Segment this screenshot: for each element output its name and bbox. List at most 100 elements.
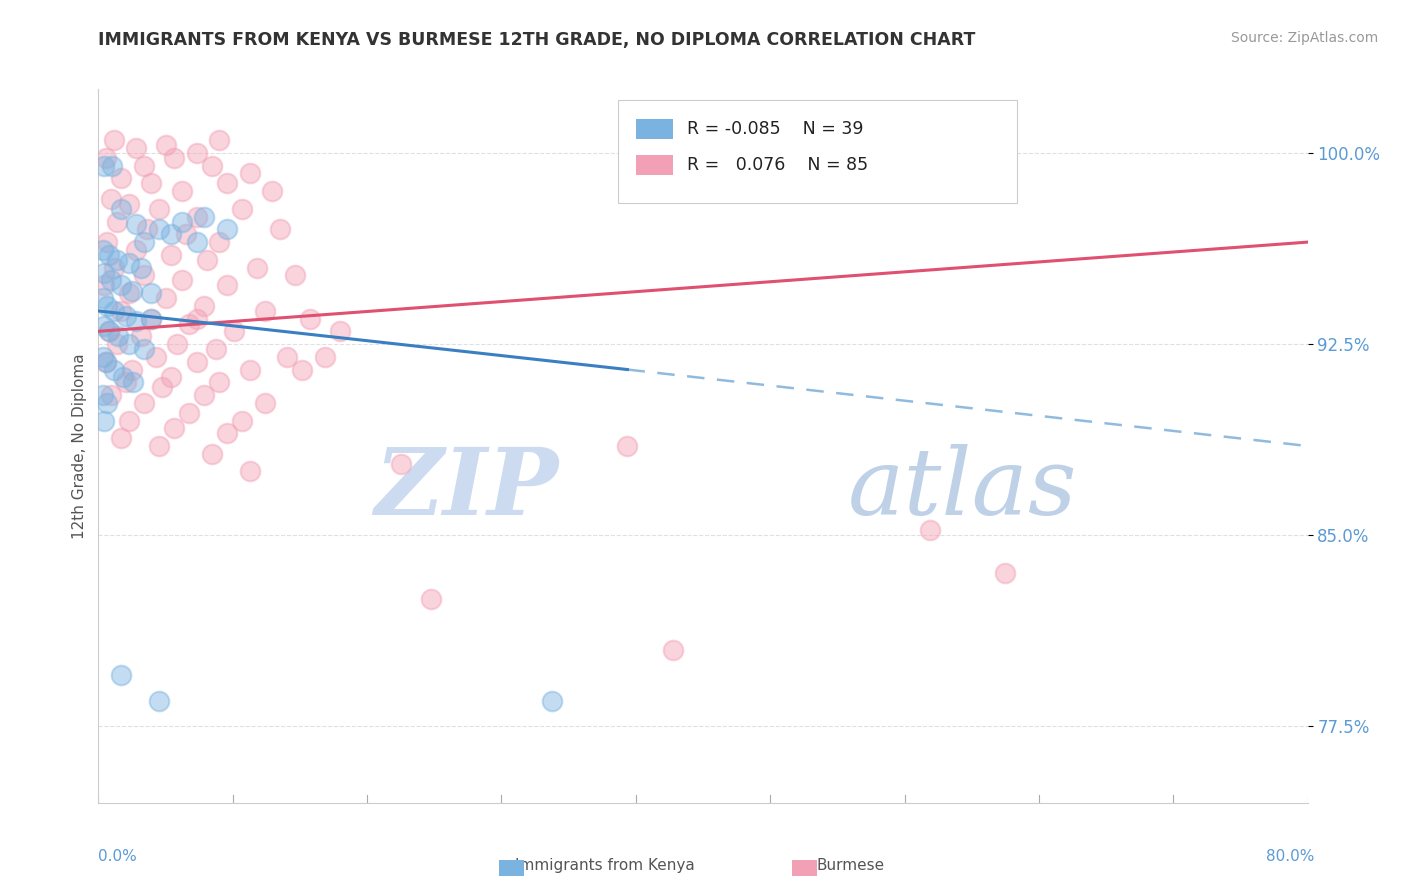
FancyBboxPatch shape [637, 120, 672, 139]
Point [166, 337, 188, 351]
Point [208, 376, 231, 390]
Text: IMMIGRANTS FROM KENYA VS BURMESE 12TH GRADE, NO DIPLOMA CORRELATION CHART: IMMIGRANTS FROM KENYA VS BURMESE 12TH GR… [98, 31, 976, 49]
Point [284, 268, 307, 283]
Point [100, 273, 122, 287]
Point [239, 166, 262, 180]
Point [420, 591, 443, 606]
Point [994, 566, 1017, 581]
Point [100, 192, 122, 206]
Point [155, 291, 177, 305]
Point [93, 413, 115, 427]
Point [118, 286, 141, 301]
Point [276, 350, 298, 364]
FancyBboxPatch shape [619, 100, 1018, 203]
Point [122, 376, 145, 390]
Point [231, 413, 253, 427]
Y-axis label: 12th Grade, No Diploma: 12th Grade, No Diploma [72, 353, 87, 539]
Point [125, 141, 148, 155]
Point [129, 329, 152, 343]
Point [98, 324, 121, 338]
Point [93, 266, 115, 280]
Point [118, 413, 141, 427]
Point [141, 311, 163, 326]
Point [110, 278, 132, 293]
Point [91, 291, 114, 305]
Point [91, 388, 114, 402]
Point [114, 309, 136, 323]
Point [148, 202, 170, 216]
Point [94, 355, 117, 369]
Text: 80.0%: 80.0% [1267, 849, 1315, 863]
Point [163, 421, 186, 435]
Text: Immigrants from Kenya: Immigrants from Kenya [515, 858, 695, 872]
Point [94, 355, 117, 369]
Point [186, 145, 208, 160]
Point [215, 278, 238, 293]
FancyBboxPatch shape [637, 155, 672, 175]
Point [616, 439, 638, 453]
Point [98, 248, 121, 262]
Text: ZIP: ZIP [374, 444, 558, 533]
Point [170, 273, 193, 287]
Point [103, 362, 125, 376]
Point [186, 210, 208, 224]
Point [148, 222, 170, 236]
Point [160, 227, 183, 242]
Point [93, 159, 115, 173]
Point [132, 235, 155, 249]
Text: Burmese: Burmese [817, 858, 884, 872]
Text: 0.0%: 0.0% [98, 849, 138, 863]
Point [121, 284, 143, 298]
Point [239, 465, 262, 479]
Point [160, 370, 183, 384]
Point [205, 342, 228, 356]
Point [208, 235, 231, 249]
Point [186, 311, 208, 326]
Point [201, 159, 224, 173]
Point [163, 151, 186, 165]
Point [299, 311, 322, 326]
Point [148, 439, 170, 453]
Point [193, 388, 215, 402]
Point [193, 299, 215, 313]
Point [96, 299, 118, 313]
Point [193, 210, 215, 224]
Point [110, 431, 132, 445]
Point [174, 227, 197, 242]
Point [215, 222, 238, 236]
Point [135, 222, 157, 236]
Point [201, 447, 224, 461]
Point [125, 314, 148, 328]
Point [118, 197, 141, 211]
Point [121, 362, 143, 376]
Text: R =   0.076    N = 85: R = 0.076 N = 85 [688, 156, 869, 174]
Point [179, 317, 201, 331]
Point [93, 319, 115, 334]
Point [98, 324, 121, 338]
Point [110, 171, 132, 186]
Point [170, 184, 193, 198]
Point [111, 370, 134, 384]
Point [145, 350, 167, 364]
Text: atlas: atlas [848, 444, 1077, 533]
Point [253, 395, 276, 409]
Point [94, 151, 117, 165]
Point [141, 286, 163, 301]
Point [246, 260, 269, 275]
Point [125, 217, 148, 231]
Point [215, 177, 238, 191]
Point [170, 215, 193, 229]
Point [103, 133, 125, 147]
Point [186, 235, 208, 249]
Point [262, 184, 284, 198]
Point [110, 202, 132, 216]
Point [291, 362, 314, 376]
Point [661, 643, 683, 657]
Text: Source: ZipAtlas.com: Source: ZipAtlas.com [1230, 31, 1378, 45]
Point [118, 255, 141, 269]
Point [314, 350, 336, 364]
Point [918, 523, 941, 537]
Point [215, 426, 238, 441]
Point [141, 311, 163, 326]
Point [100, 388, 122, 402]
